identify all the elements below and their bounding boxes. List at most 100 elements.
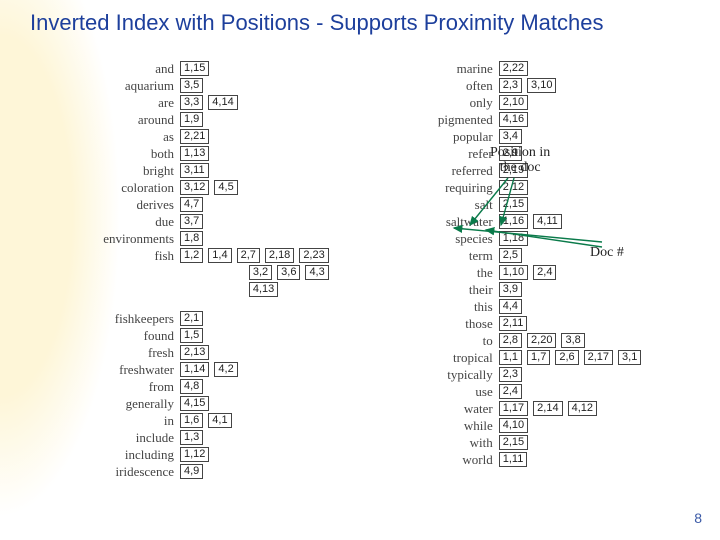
posting-box: 4,11 — [533, 214, 562, 229]
term-label: from — [80, 379, 180, 395]
annotation-doc: Doc # — [590, 245, 624, 260]
term-label: with — [399, 435, 499, 451]
postings-list: 4,15 — [180, 396, 209, 411]
term-label: typically — [399, 367, 499, 383]
term-label: those — [399, 316, 499, 332]
index-entry: aquarium3,5 — [80, 77, 329, 94]
posting-box: 2,12 — [499, 180, 528, 195]
index-entry: both1,13 — [80, 145, 329, 162]
posting-box: 2,10 — [499, 95, 528, 110]
index-entry: include1,3 — [80, 429, 329, 446]
term-label: only — [399, 95, 499, 111]
posting-box: 1,7 — [527, 350, 550, 365]
term-label: water — [399, 401, 499, 417]
posting-box: 2,14 — [533, 401, 562, 416]
posting-box: 4,4 — [499, 299, 522, 314]
term-label: fish — [80, 248, 180, 264]
postings-list: 2,15 — [499, 197, 528, 212]
posting-box: 3,5 — [180, 78, 203, 93]
term-label: bright — [80, 163, 180, 179]
posting-box: 2,4 — [499, 384, 522, 399]
postings-list: 1,13 — [180, 146, 209, 161]
index-entry: tropical1,11,72,62,173,1 — [399, 349, 642, 366]
posting-box: 1,1 — [499, 350, 522, 365]
postings-list: 1,164,11 — [499, 214, 562, 229]
index-entry: saltwater1,164,11 — [399, 213, 642, 230]
postings-list: 1,18 — [499, 231, 528, 246]
postings-list: 1,5 — [180, 328, 203, 343]
postings-list: 4,10 — [499, 418, 528, 433]
postings-list: 1,102,4 — [499, 265, 557, 280]
posting-box: 2,7 — [237, 248, 260, 263]
index-entry: typically2,3 — [399, 366, 642, 383]
index-entry: coloration3,124,5 — [80, 179, 329, 196]
term-label: salt — [399, 197, 499, 213]
postings-list: 0,000,003,23,64,3 — [180, 265, 329, 280]
term-label: use — [399, 384, 499, 400]
term-label: are — [80, 95, 180, 111]
postings-list: 2,3 — [499, 367, 522, 382]
posting-box: 2,8 — [499, 333, 522, 348]
posting-box: 4,2 — [214, 362, 237, 377]
term-label: species — [399, 231, 499, 247]
posting-box: 4,15 — [180, 396, 209, 411]
index-entry: salt2,15 — [399, 196, 642, 213]
posting-box: 1,2 — [180, 248, 203, 263]
index-entry: water1,172,144,12 — [399, 400, 642, 417]
term-label: tropical — [399, 350, 499, 366]
postings-list: 2,1 — [180, 311, 203, 326]
term-label: fresh — [80, 345, 180, 361]
index-entry: iridescence4,9 — [80, 463, 329, 480]
posting-box: 4,12 — [568, 401, 597, 416]
term-label: found — [80, 328, 180, 344]
posting-box: 3,9 — [499, 282, 522, 297]
term-label: to — [399, 333, 499, 349]
index-entry: including1,12 — [80, 446, 329, 463]
term-label: popular — [399, 129, 499, 145]
postings-list: 4,16 — [499, 112, 528, 127]
postings-list: 1,15 — [180, 61, 209, 76]
index-entry: while4,10 — [399, 417, 642, 434]
term-label: as — [80, 129, 180, 145]
term-label: due — [80, 214, 180, 230]
page-number: 8 — [694, 510, 702, 526]
posting-box: 2,5 — [499, 248, 522, 263]
posting-box: 3,6 — [277, 265, 300, 280]
term-label: marine — [399, 61, 499, 77]
term-label: derives — [80, 197, 180, 213]
posting-box: 2,11 — [499, 316, 528, 331]
term-label: their — [399, 282, 499, 298]
posting-box: 3,10 — [527, 78, 556, 93]
index-entry: from4,8 — [80, 378, 329, 395]
index-entry: use2,4 — [399, 383, 642, 400]
posting-box: 2,6 — [555, 350, 578, 365]
index-entry: due3,7 — [80, 213, 329, 230]
postings-list: 1,12 — [180, 447, 209, 462]
index-entry: fresh2,13 — [80, 344, 329, 361]
posting-box: 4,7 — [180, 197, 203, 212]
term-label: both — [80, 146, 180, 162]
postings-list: 3,124,5 — [180, 180, 238, 195]
posting-box: 4,14 — [208, 95, 237, 110]
index-entry: marine2,22 — [399, 60, 642, 77]
term-label: fishkeepers — [80, 311, 180, 327]
postings-list: 3,9 — [499, 282, 522, 297]
term-label: this — [399, 299, 499, 315]
posting-box: 3,7 — [180, 214, 203, 229]
posting-box: 4,1 — [208, 413, 231, 428]
posting-box: 1,10 — [499, 265, 528, 280]
index-entry: and1,15 — [80, 60, 329, 77]
posting-box: 2,13 — [180, 345, 209, 360]
index-entry: requiring2,12 — [399, 179, 642, 196]
index-entry: often2,33,10 — [399, 77, 642, 94]
postings-list: 1,11,72,62,173,1 — [499, 350, 642, 365]
posting-box: 2,20 — [527, 333, 556, 348]
term-label: term — [399, 248, 499, 264]
index-entry: the1,102,4 — [399, 264, 642, 281]
term-label: saltwater — [399, 214, 499, 230]
posting-box: 1,12 — [180, 447, 209, 462]
posting-box: 3,2 — [249, 265, 272, 280]
term-label: while — [399, 418, 499, 434]
postings-list: 1,64,1 — [180, 413, 232, 428]
term-label: the — [399, 265, 499, 281]
